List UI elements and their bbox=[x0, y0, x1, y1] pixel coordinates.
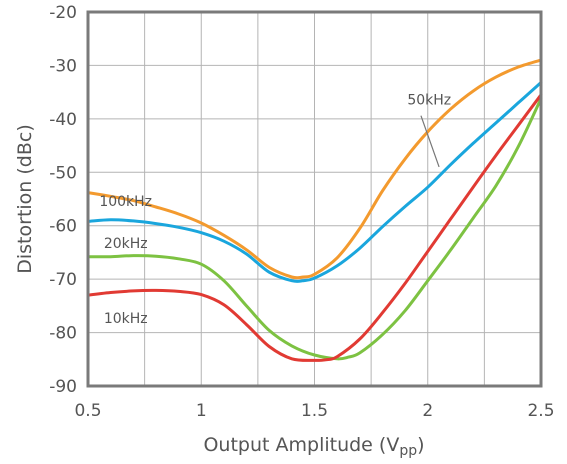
series-line-50khz bbox=[86, 81, 543, 283]
x-tick-label: 2.5 bbox=[527, 401, 554, 421]
y-tick-label: -70 bbox=[49, 270, 77, 290]
grid bbox=[88, 12, 541, 386]
callout-leader bbox=[420, 115, 440, 168]
y-axis-title: Distortion (dBc) bbox=[14, 124, 36, 274]
x-axis-title: Output Amplitude (Vpp) bbox=[203, 434, 424, 459]
y-tick-label: -30 bbox=[49, 56, 77, 76]
y-tick-label: -20 bbox=[49, 3, 77, 23]
series-line-100khz bbox=[86, 58, 543, 280]
series-lines bbox=[86, 58, 543, 362]
y-tick-label: -80 bbox=[49, 324, 77, 344]
x-tick-label: 1 bbox=[196, 401, 207, 421]
series-label-100khz: 100kHz bbox=[99, 194, 152, 210]
y-tick-label: -90 bbox=[49, 377, 77, 397]
x-axis-title-main: Output Amplitude (V bbox=[203, 434, 399, 456]
x-tick-labels: 0.5 1 1.5 2 2.5 bbox=[74, 401, 554, 421]
plot-frame bbox=[86, 10, 543, 388]
y-tick-labels: -20 -30 -40 -50 -60 -70 -80 -90 bbox=[49, 3, 77, 397]
x-axis-title-subscript: pp bbox=[399, 443, 417, 459]
x-tick-label: 1.5 bbox=[301, 401, 328, 421]
series-line-10khz bbox=[86, 93, 543, 362]
x-tick-label: 2 bbox=[422, 401, 433, 421]
x-axis-title-end: ) bbox=[417, 434, 424, 456]
series-label-10khz: 10kHz bbox=[104, 311, 148, 327]
series-label-20khz: 20kHz bbox=[104, 236, 148, 252]
series-line-20khz bbox=[86, 97, 543, 361]
y-tick-label: -60 bbox=[49, 217, 77, 237]
series-label-50khz: 50kHz bbox=[407, 92, 451, 108]
y-tick-label: -50 bbox=[49, 163, 77, 183]
y-tick-label: -40 bbox=[49, 110, 77, 130]
series-labels: 100kHz 50kHz 20kHz 10kHz bbox=[99, 92, 451, 327]
x-tick-label: 0.5 bbox=[74, 401, 101, 421]
callout-line-50khz bbox=[420, 115, 440, 168]
